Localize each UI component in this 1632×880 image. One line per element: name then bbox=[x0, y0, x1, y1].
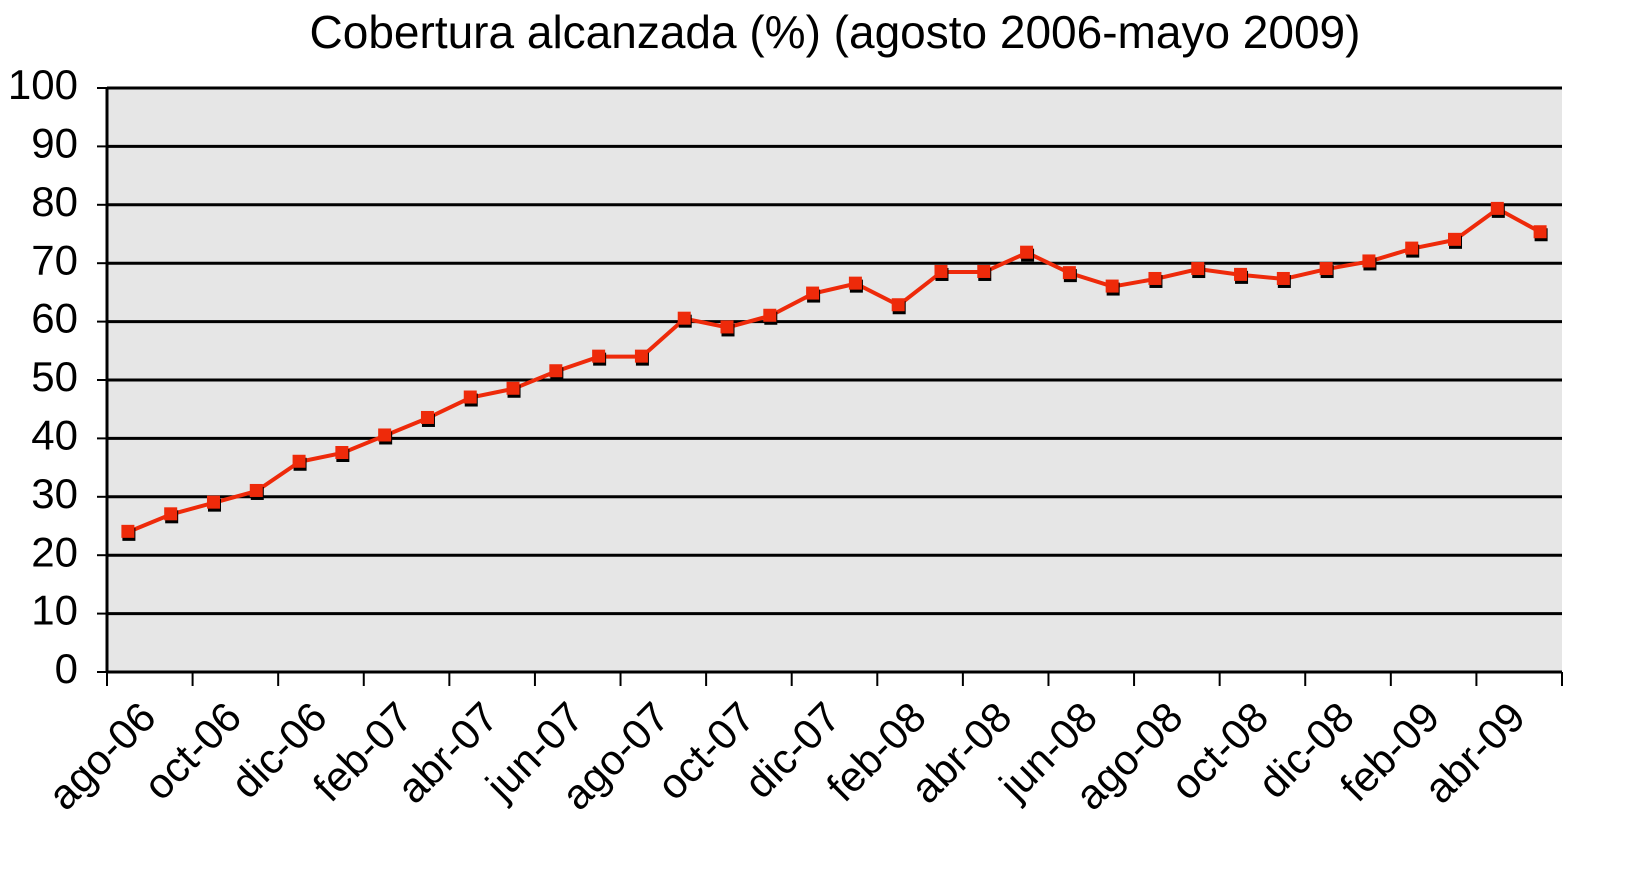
y-tick-label: 10 bbox=[31, 587, 78, 634]
chart-title: Cobertura alcanzada (%) (agosto 2006-may… bbox=[310, 6, 1361, 58]
y-tick-label: 70 bbox=[31, 236, 78, 283]
marker bbox=[634, 349, 648, 363]
marker bbox=[806, 286, 820, 300]
y-tick-label: 20 bbox=[31, 528, 78, 575]
marker bbox=[1020, 245, 1034, 259]
y-tick-label: 100 bbox=[8, 61, 78, 108]
marker bbox=[249, 483, 263, 497]
y-tick-label: 60 bbox=[31, 295, 78, 342]
marker bbox=[1105, 279, 1119, 293]
marker bbox=[1448, 232, 1462, 246]
marker bbox=[1234, 267, 1248, 281]
marker bbox=[763, 308, 777, 322]
x-tick-label: oct-06 bbox=[134, 693, 250, 809]
y-tick-label: 0 bbox=[55, 645, 78, 692]
marker bbox=[592, 349, 606, 363]
x-tick-label: oct-07 bbox=[648, 693, 764, 809]
marker bbox=[506, 381, 520, 395]
marker bbox=[206, 495, 220, 509]
line bbox=[127, 206, 1542, 534]
marker bbox=[463, 390, 477, 404]
y-tick-label: 80 bbox=[31, 178, 78, 225]
marker bbox=[1490, 201, 1504, 215]
marker bbox=[848, 276, 862, 290]
marker bbox=[891, 298, 905, 312]
marker bbox=[378, 428, 392, 442]
marker bbox=[677, 311, 691, 325]
marker bbox=[420, 410, 434, 424]
marker bbox=[1362, 254, 1376, 268]
marker bbox=[121, 524, 135, 538]
x-tick-label: ago-06 bbox=[39, 693, 165, 819]
y-tick-label: 40 bbox=[31, 411, 78, 458]
marker bbox=[1148, 271, 1162, 285]
marker bbox=[1062, 266, 1076, 280]
marker bbox=[1405, 241, 1419, 255]
marker bbox=[1191, 262, 1205, 276]
marker bbox=[1319, 262, 1333, 276]
marker bbox=[977, 264, 991, 278]
marker bbox=[164, 507, 178, 521]
y-tick-label: 30 bbox=[31, 470, 78, 517]
marker bbox=[1276, 271, 1290, 285]
marker bbox=[720, 320, 734, 334]
x-tick-label: oct-08 bbox=[1161, 693, 1277, 809]
y-tick-label: 50 bbox=[31, 353, 78, 400]
y-tick-label: 90 bbox=[31, 119, 78, 166]
marker bbox=[335, 446, 349, 459]
marker bbox=[292, 454, 306, 468]
marker bbox=[549, 364, 563, 378]
marker bbox=[1533, 225, 1547, 239]
marker bbox=[934, 264, 948, 278]
